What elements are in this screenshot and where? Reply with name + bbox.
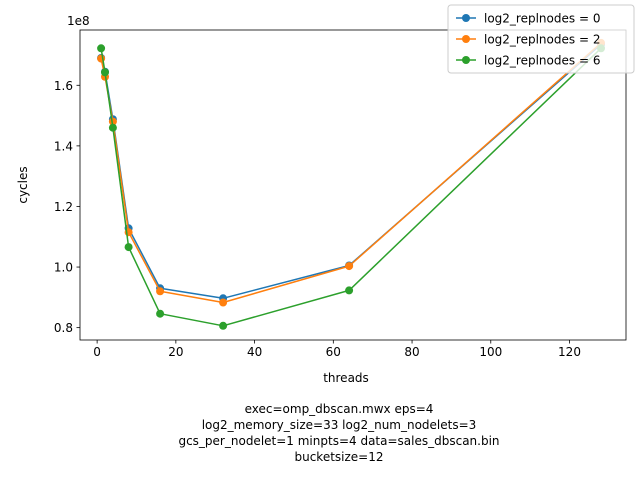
x-tick-label: 0	[93, 345, 101, 359]
caption-line: bucketsize=12	[294, 450, 383, 464]
legend-marker-2	[462, 56, 470, 64]
legend-marker-0	[462, 14, 470, 22]
axes: 1e8 threads cycles 0 20 40 60 80 100 120 0.8 1.0…	[16, 14, 627, 385]
legend-marker-1	[462, 35, 470, 43]
caption-line: log2_memory_size=33 log2_num_nodelets=3	[202, 418, 477, 432]
x-axis-label: threads	[323, 371, 369, 385]
x-tick-label: 60	[326, 345, 341, 359]
legend-box	[447, 4, 635, 74]
caption-line: gcs_per_nodelet=1 minpts=4 data=sales_db…	[178, 434, 499, 448]
data-point-series-1	[156, 287, 165, 296]
y-tick-label: 1.6	[54, 79, 73, 93]
legend: log2_replnodes = 0 log2_replnodes = 2 log2…	[447, 4, 635, 74]
x-tick-label: 100	[479, 345, 502, 359]
data-point-series-2	[219, 321, 228, 330]
data-point-series-2	[101, 68, 109, 77]
legend-label-1: log2_replnodes = 2	[484, 33, 600, 47]
x-tick-label: 20	[168, 345, 183, 359]
data-point-series-1	[345, 262, 354, 271]
caption-line: exec=omp_dbscan.mwx eps=4	[245, 402, 434, 416]
data-point-series-2	[108, 123, 117, 132]
y-tick-label: 1.0	[54, 261, 73, 275]
legend-label-0: log2_replnodes = 0	[484, 12, 600, 26]
y-offset-label: 1e8	[67, 14, 90, 28]
y-tick-label: 1.2	[54, 200, 73, 214]
y-tick-label: 0.8	[54, 321, 73, 335]
legend-label-2: log2_replnodes = 6	[484, 54, 600, 68]
plot-area	[97, 38, 605, 330]
y-tick-label: 1.4	[54, 139, 73, 153]
x-tick-label: 120	[558, 345, 581, 359]
data-point-series-1	[219, 298, 228, 307]
data-point-series-2	[345, 286, 354, 295]
x-tick-label: 40	[247, 345, 262, 359]
data-point-series-1	[108, 117, 117, 126]
y-axis-label: cycles	[16, 166, 30, 203]
axes-frame	[79, 29, 627, 341]
x-tick-label: 80	[404, 345, 419, 359]
data-point-series-2	[97, 44, 106, 53]
data-point-series-2	[124, 243, 133, 252]
figure-caption: exec=omp_dbscan.mwx eps=4 log2_memory_si…	[178, 402, 499, 464]
data-point-series-2	[156, 309, 165, 318]
series-line-2	[100, 47, 602, 327]
